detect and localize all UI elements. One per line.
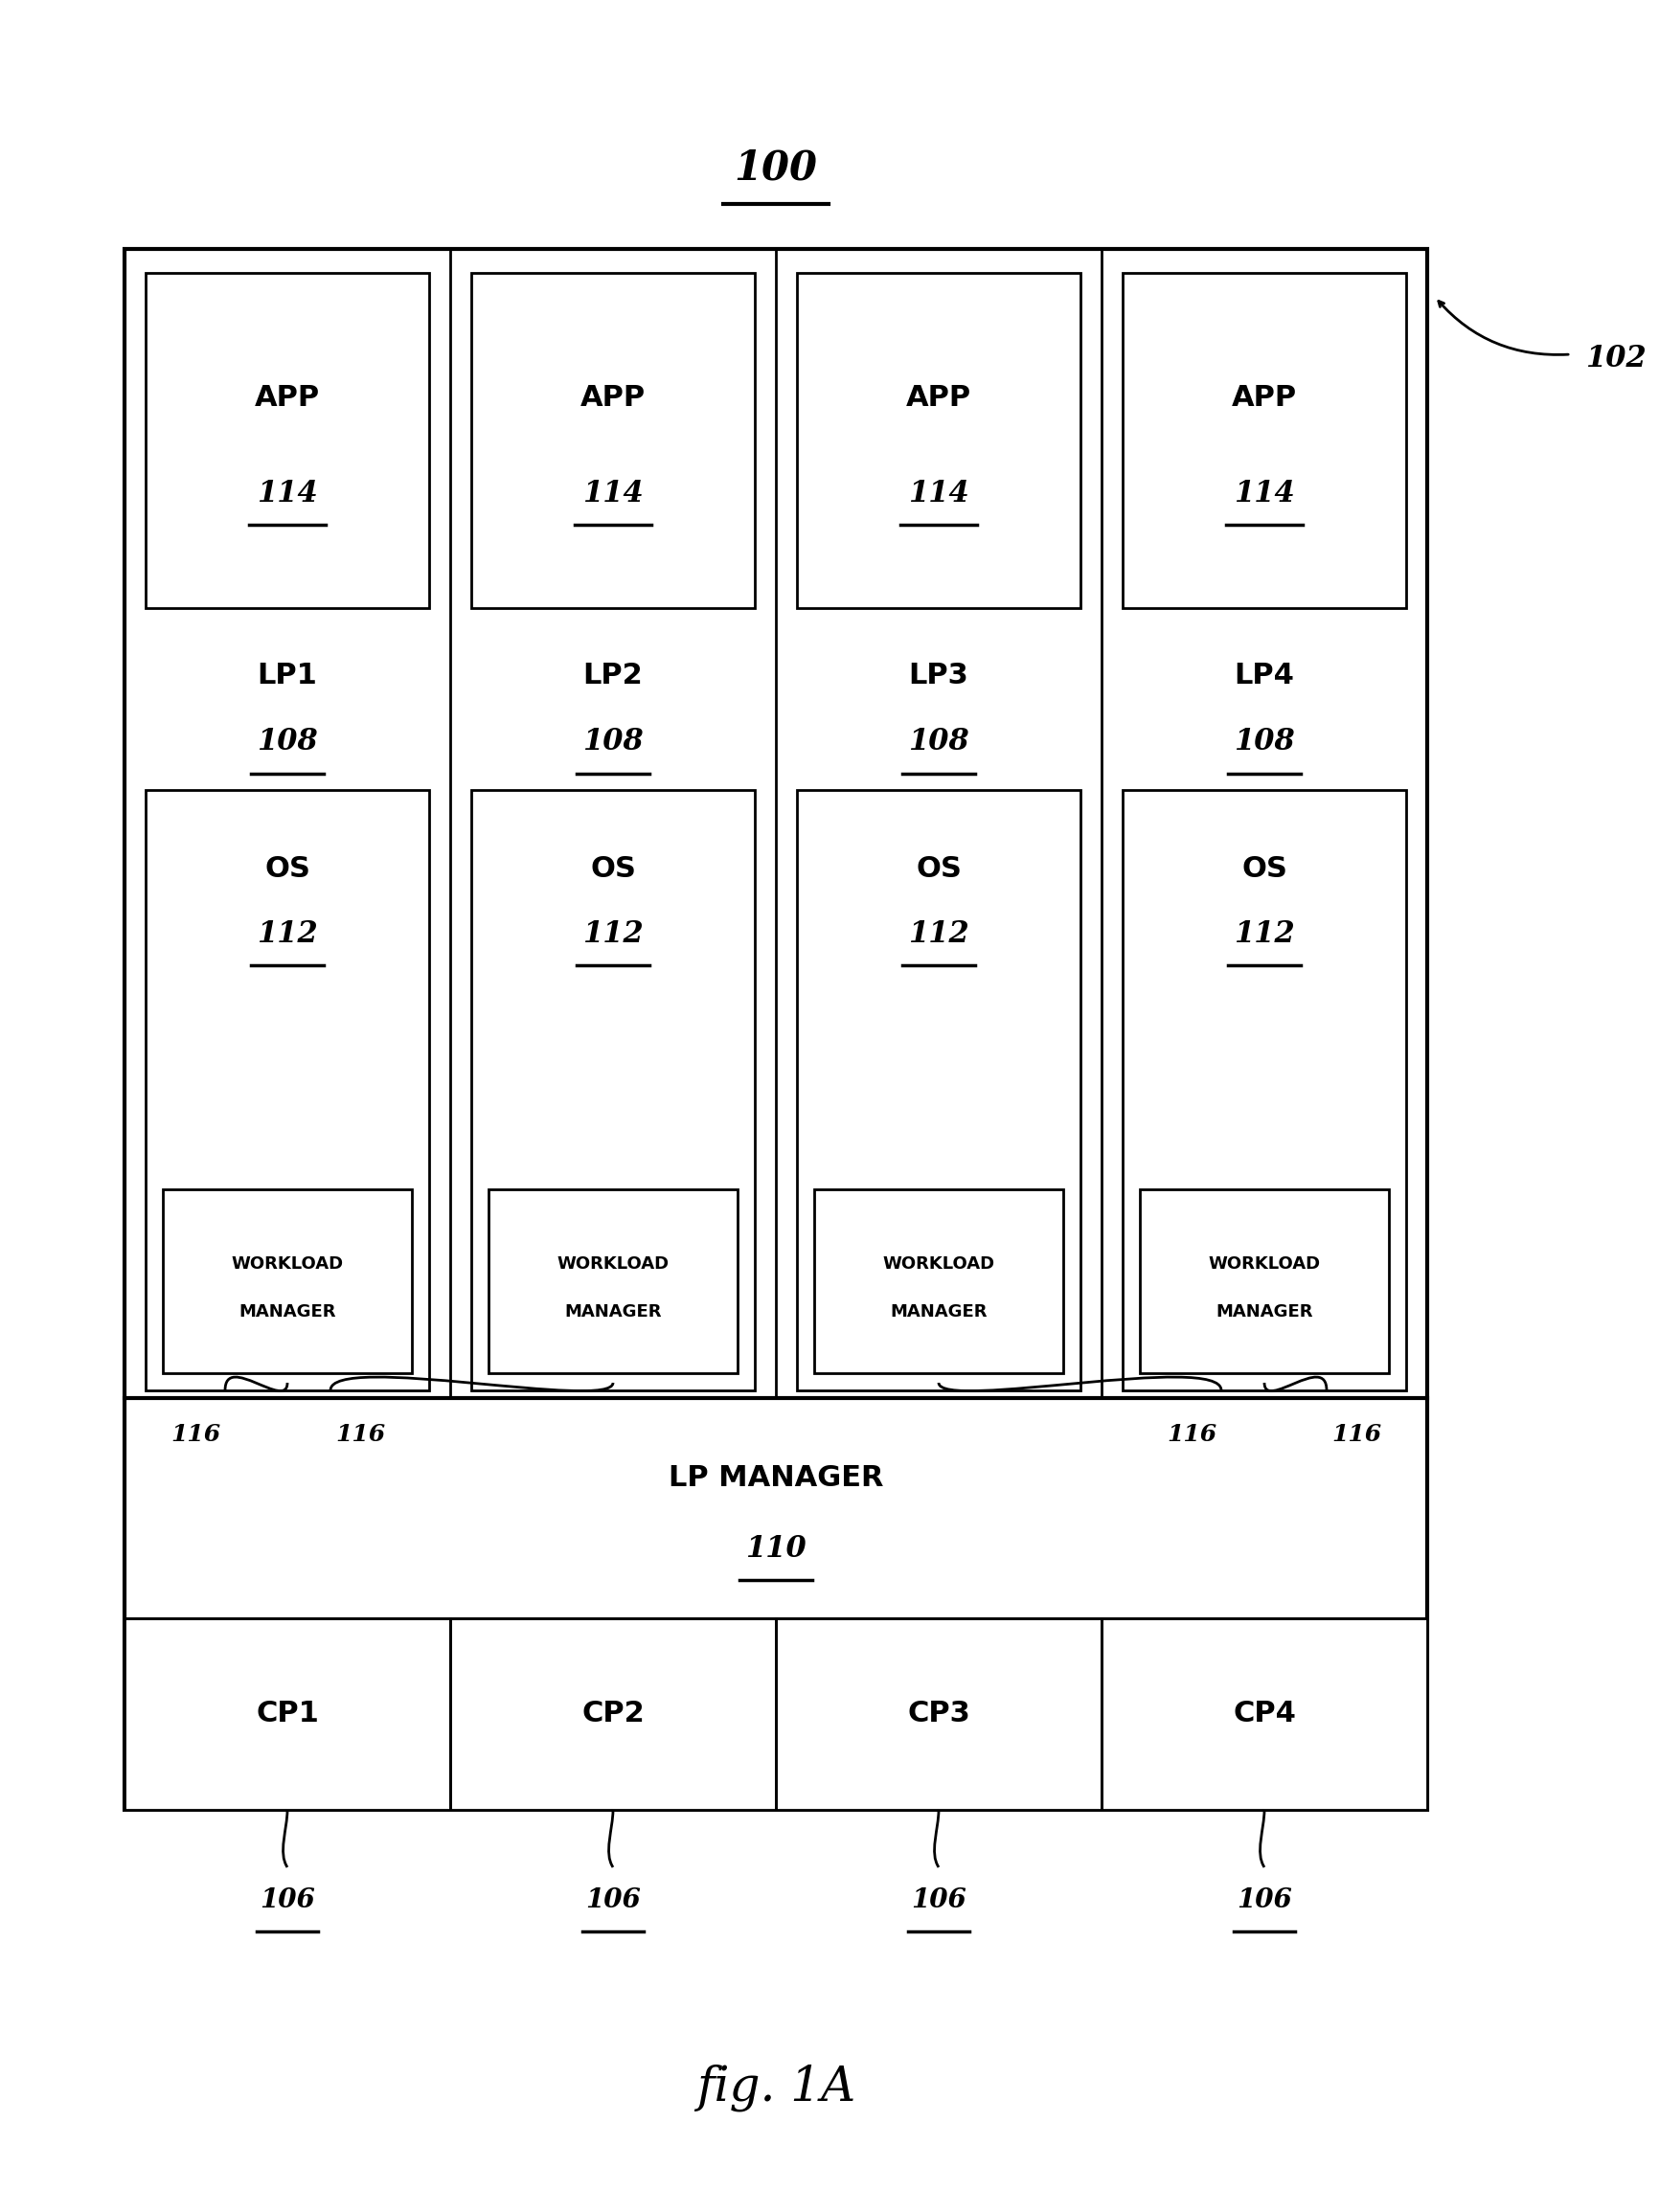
- Text: 114: 114: [582, 478, 644, 509]
- Bar: [796, 790, 1080, 1391]
- Text: 112: 112: [582, 918, 644, 949]
- Text: 108: 108: [907, 728, 969, 757]
- Bar: [146, 790, 430, 1391]
- Bar: [124, 250, 1427, 1809]
- Text: LP MANAGER: LP MANAGER: [669, 1464, 883, 1491]
- Bar: [1121, 790, 1405, 1391]
- Text: 108: 108: [582, 728, 644, 757]
- Bar: [813, 1190, 1063, 1374]
- Text: 114: 114: [257, 478, 319, 509]
- Text: LP2: LP2: [582, 661, 642, 688]
- Text: 106: 106: [586, 1887, 640, 1913]
- Bar: [1140, 1190, 1389, 1374]
- Text: 106: 106: [911, 1887, 966, 1913]
- Text: APP: APP: [1231, 383, 1296, 411]
- Text: CP2: CP2: [581, 1701, 644, 1728]
- Text: OS: OS: [916, 856, 961, 883]
- Text: OS: OS: [1241, 856, 1286, 883]
- Text: 108: 108: [257, 728, 319, 757]
- Text: 116: 116: [335, 1422, 385, 1447]
- Text: CP4: CP4: [1233, 1701, 1296, 1728]
- Text: 112: 112: [907, 918, 969, 949]
- Text: WORKLOAD: WORKLOAD: [231, 1256, 343, 1272]
- Text: LP4: LP4: [1234, 661, 1294, 688]
- Text: fig. 1A: fig. 1A: [695, 2064, 854, 2110]
- Text: LP3: LP3: [907, 661, 969, 688]
- Bar: [1121, 272, 1405, 608]
- Text: APP: APP: [906, 383, 971, 411]
- Bar: [796, 272, 1080, 608]
- Text: WORKLOAD: WORKLOAD: [883, 1256, 994, 1272]
- Text: 100: 100: [733, 148, 816, 188]
- Bar: [471, 272, 755, 608]
- Text: MANAGER: MANAGER: [564, 1303, 662, 1321]
- Bar: [124, 1619, 450, 1809]
- Text: MANAGER: MANAGER: [239, 1303, 335, 1321]
- Text: OS: OS: [264, 856, 310, 883]
- Text: CP3: CP3: [907, 1701, 969, 1728]
- Text: 116: 116: [1166, 1422, 1216, 1447]
- Bar: [163, 1190, 411, 1374]
- Text: MANAGER: MANAGER: [889, 1303, 987, 1321]
- Text: LP1: LP1: [257, 661, 317, 688]
- Text: WORKLOAD: WORKLOAD: [1208, 1256, 1319, 1272]
- Bar: [471, 790, 755, 1391]
- Text: MANAGER: MANAGER: [1214, 1303, 1312, 1321]
- Text: WORKLOAD: WORKLOAD: [557, 1256, 669, 1272]
- Text: 106: 106: [1236, 1887, 1291, 1913]
- Text: 106: 106: [259, 1887, 315, 1913]
- Text: APP: APP: [254, 383, 320, 411]
- Text: OS: OS: [589, 856, 635, 883]
- Text: 116: 116: [1331, 1422, 1380, 1447]
- Text: 116: 116: [171, 1422, 221, 1447]
- Bar: [1102, 1619, 1427, 1809]
- Bar: [450, 1619, 775, 1809]
- Text: 114: 114: [907, 478, 969, 509]
- Text: 114: 114: [1233, 478, 1294, 509]
- Text: 108: 108: [1233, 728, 1294, 757]
- Text: CP1: CP1: [255, 1701, 319, 1728]
- Text: APP: APP: [581, 383, 645, 411]
- Text: 112: 112: [1233, 918, 1294, 949]
- Text: 112: 112: [257, 918, 319, 949]
- Bar: [488, 1190, 737, 1374]
- Text: 110: 110: [745, 1533, 806, 1564]
- Bar: [775, 1619, 1102, 1809]
- Text: 102: 102: [1584, 345, 1646, 374]
- Bar: [146, 272, 430, 608]
